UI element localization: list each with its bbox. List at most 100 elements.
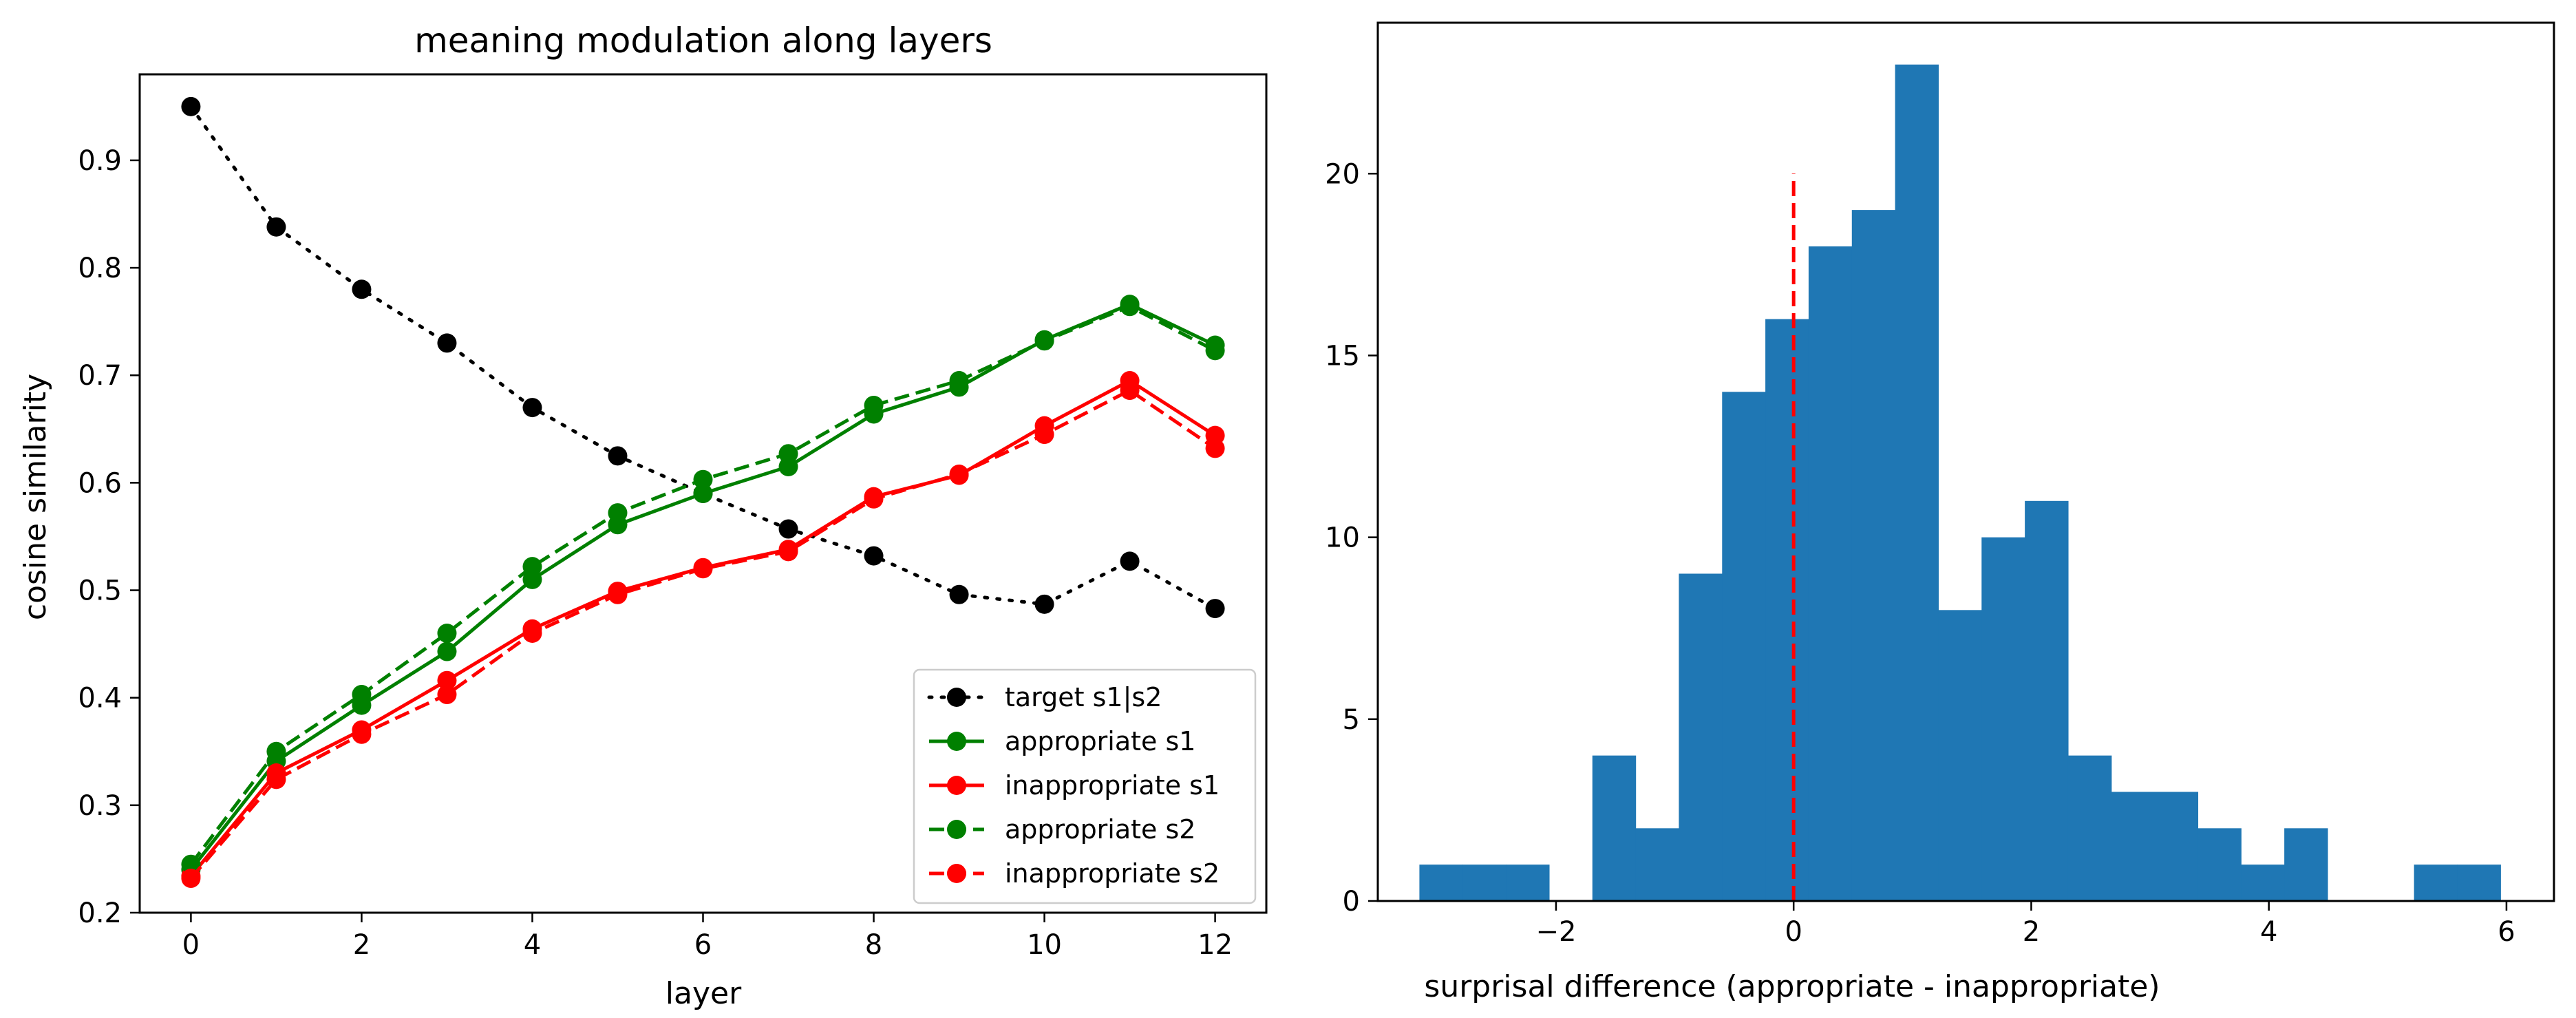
series-line: [189, 105, 1217, 611]
legend-marker: [947, 688, 966, 707]
legend-entry: appropriate s1: [929, 726, 1196, 756]
data-point: [181, 96, 201, 116]
y-tick-label: 5: [1343, 704, 1360, 736]
data-point: [1034, 594, 1054, 614]
plot-frame: [1376, 21, 2555, 902]
histogram-bar: [1895, 64, 1939, 901]
x-tick-label: 4: [2260, 916, 2277, 948]
legend-entry: inappropriate s1: [929, 770, 1220, 800]
histogram-chart: surprisal difference (appropriate - inap…: [1325, 21, 2555, 1004]
data-point: [1120, 551, 1140, 571]
histogram-bar: [2154, 792, 2199, 901]
series: [181, 381, 1225, 889]
y-tick-label: 0.5: [78, 575, 122, 607]
legend-label: target s1|s2: [1005, 682, 1162, 713]
x-tick-label: 0: [182, 929, 200, 961]
x-axis-label: surprisal difference (appropriate - inap…: [1424, 969, 2160, 1004]
histogram-bar: [1765, 319, 1809, 902]
x-tick-label: 12: [1197, 929, 1233, 961]
data-point: [949, 371, 969, 391]
y-tick-label: 0.7: [78, 360, 122, 392]
data-point: [864, 395, 884, 415]
histogram-bars: [1419, 64, 2501, 902]
data-point: [693, 559, 713, 579]
series: [181, 297, 1225, 874]
legend-marker: [947, 864, 966, 883]
data-point: [437, 685, 457, 705]
data-point: [181, 869, 201, 889]
legend-label: appropriate s1: [1005, 726, 1196, 756]
data-point: [949, 584, 969, 604]
histogram-bar: [2457, 865, 2501, 901]
histogram-bar: [1938, 610, 1982, 901]
data-point: [608, 446, 628, 466]
data-point: [864, 546, 884, 566]
histogram-bar: [1419, 865, 1463, 901]
x-tick-label: 6: [694, 929, 712, 961]
data-point: [437, 624, 457, 643]
chart-title: meaning modulation along layers: [414, 21, 992, 61]
histogram-bar: [2067, 755, 2112, 901]
data-point: [864, 489, 884, 509]
x-axis-label: layer: [666, 976, 742, 1011]
x-tick-label: −2: [1535, 916, 1576, 948]
data-point: [266, 770, 286, 789]
y-tick-label: 0.4: [78, 683, 122, 714]
x-tick-label: 2: [353, 929, 370, 961]
data-point: [266, 741, 286, 761]
x-tick-label: 0: [1785, 916, 1802, 948]
histogram-bar: [2197, 828, 2242, 901]
data-point: [522, 624, 542, 643]
histogram-bar: [2414, 865, 2458, 901]
histogram-bar: [1851, 210, 1896, 901]
data-point: [1034, 425, 1054, 445]
axis-ticks: 0 2 4 6 8 10 12 0.2 0.3 0.4 0.5 0.6 0.7 0.8 0.9: [78, 145, 1233, 961]
series: [181, 96, 1225, 619]
legend-entry: target s1|s2: [927, 682, 1162, 713]
data-point: [181, 854, 201, 874]
histogram-bar: [1635, 828, 1680, 901]
data-point: [522, 398, 542, 418]
x-tick-label: 10: [1027, 929, 1062, 961]
legend: target s1|s2 appropriate s1 inappropriate …: [913, 668, 1257, 904]
y-axis-label: cosine similarity: [18, 374, 53, 620]
y-tick-label: 0.8: [78, 253, 122, 284]
data-point: [1034, 331, 1054, 351]
data-point: [1120, 381, 1140, 401]
axis-ticks: −2 0 2 4 6 0 5 10 15 20: [1325, 158, 2515, 948]
histogram-bar: [1808, 246, 1853, 901]
y-tick-label: 15: [1325, 340, 1360, 372]
data-point: [778, 444, 798, 464]
legend-marker: [947, 820, 966, 839]
histogram-bar: [2284, 828, 2328, 901]
y-tick-label: 0: [1343, 886, 1360, 918]
legend-label: inappropriate s2: [1005, 858, 1220, 889]
data-point: [1205, 438, 1225, 458]
y-tick-label: 0.3: [78, 790, 122, 822]
data-point: [437, 641, 457, 661]
histogram-bar: [2025, 500, 2069, 901]
legend-label: appropriate s2: [1005, 814, 1196, 845]
histogram-bar: [1981, 537, 2025, 901]
legend-entry: appropriate s2: [929, 814, 1196, 845]
data-point: [352, 724, 372, 744]
legend-marker: [947, 732, 966, 751]
legend-box: [913, 668, 1257, 904]
histogram-bar: [1679, 573, 1723, 901]
legend-entry: inappropriate s2: [929, 858, 1220, 889]
data-point: [693, 484, 713, 503]
histogram-bar: [1462, 865, 1507, 901]
data-point: [266, 217, 286, 237]
x-tick-label: 8: [865, 929, 882, 961]
histogram-bar: [1592, 755, 1637, 901]
y-tick-label: 0.6: [78, 467, 122, 499]
y-tick-label: 0.9: [78, 145, 122, 177]
data-point: [352, 685, 372, 705]
data-point: [1120, 297, 1140, 317]
data-point: [608, 503, 628, 523]
histogram-bar: [1722, 392, 1766, 901]
data-point: [693, 469, 713, 489]
legend-label: inappropriate s1: [1005, 770, 1220, 800]
data-point: [522, 557, 542, 577]
